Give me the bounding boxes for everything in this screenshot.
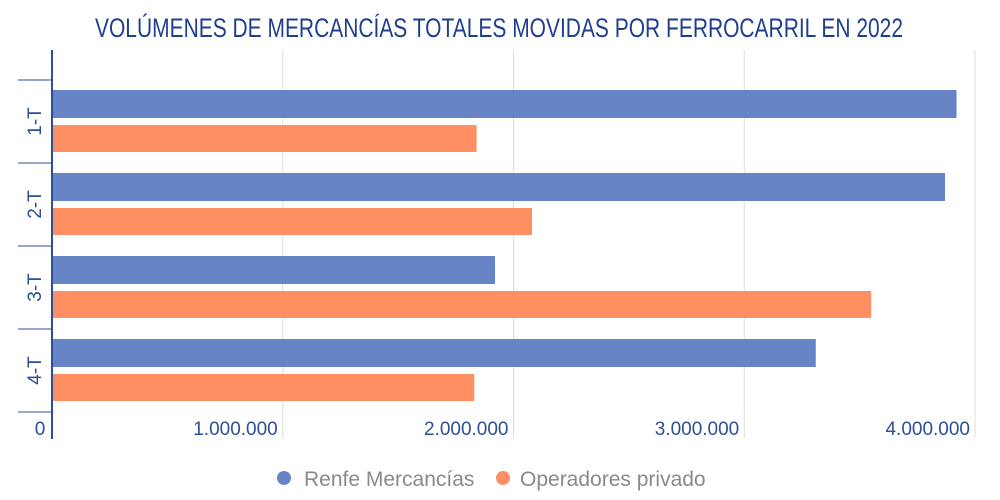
legend-label: Renfe Mercancías [304,468,474,491]
bar-1-T-operadores [52,125,477,152]
bar-4-T-renfe [52,339,816,367]
chart-title: VOLÚMENES DE MERCANCÍAS TOTALES MOVIDAS … [95,12,903,43]
category-labels: 1-T 2-T 3-T 4-T [25,107,46,385]
category-label: 2-T [25,190,46,219]
x-tick-label: 1.000.000 [193,419,278,440]
x-tick-label: 0 [35,419,46,440]
category-label: 4-T [25,356,46,385]
bar-1-T-renfe [52,90,957,118]
y-axis [18,50,53,439]
bar-3-T-renfe [52,256,496,284]
x-tick-label: 3.000.000 [655,419,740,440]
legend: Renfe Mercancías Operadores privado [277,468,706,491]
bar-3-T-operadores [52,291,872,318]
legend-marker [496,471,510,485]
bar-4-T-operadores [52,374,475,401]
x-tick-labels: 0 1.000.000 2.000.000 3.000.000 4.000.000 [35,419,970,440]
bar-2-T-operadores [52,208,532,235]
x-tick-label: 2.000.000 [424,419,509,440]
bar-2-T-renfe [52,173,946,201]
x-tick-label: 4.000.000 [885,419,970,440]
category-label: 1-T [25,107,46,136]
legend-marker [277,471,291,485]
legend-label: Operadores privado [520,468,706,491]
bars [52,90,957,401]
category-label: 3-T [25,273,46,302]
